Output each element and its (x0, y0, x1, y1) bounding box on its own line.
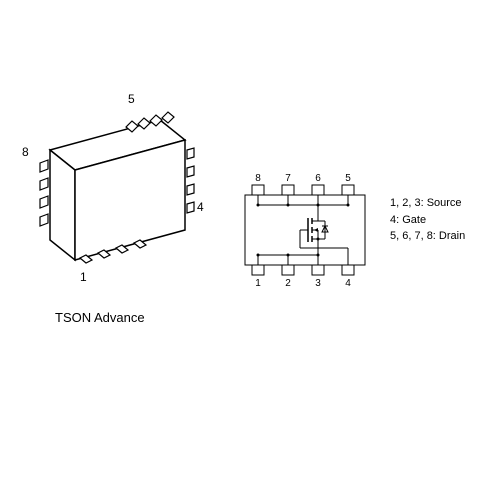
legend-line-2: 4: Gate (390, 212, 465, 229)
legend-line-1: 1, 2, 3: Source (390, 195, 465, 212)
schematic-view: 8 7 6 5 1 2 3 4 (230, 170, 380, 295)
schematic-pin-2: 2 (285, 278, 291, 289)
pin-1-label: 1 (80, 270, 87, 284)
diagram-container: 5 8 4 1 TSON Advance (0, 0, 500, 500)
pin-5-label: 5 (128, 92, 135, 106)
schematic-pin-7: 7 (285, 173, 291, 184)
pin-8-label: 8 (22, 145, 29, 159)
pin-4-label: 4 (197, 200, 204, 214)
pin-legend: 1, 2, 3: Source 4: Gate 5, 6, 7, 8: Drai… (390, 195, 465, 245)
schematic-pin-1: 1 (255, 278, 261, 289)
schematic-pin-3: 3 (315, 278, 321, 289)
schematic-svg: 8 7 6 5 1 2 3 4 (230, 170, 380, 290)
package-3d-svg (20, 100, 200, 300)
package-3d-view: 5 8 4 1 (20, 100, 200, 305)
schematic-pin-6: 6 (315, 173, 321, 184)
package-name: TSON Advance (55, 310, 145, 325)
schematic-pin-5: 5 (345, 173, 351, 184)
legend-line-3: 5, 6, 7, 8: Drain (390, 228, 465, 245)
schematic-pin-8: 8 (255, 173, 261, 184)
schematic-pin-4: 4 (345, 278, 351, 289)
